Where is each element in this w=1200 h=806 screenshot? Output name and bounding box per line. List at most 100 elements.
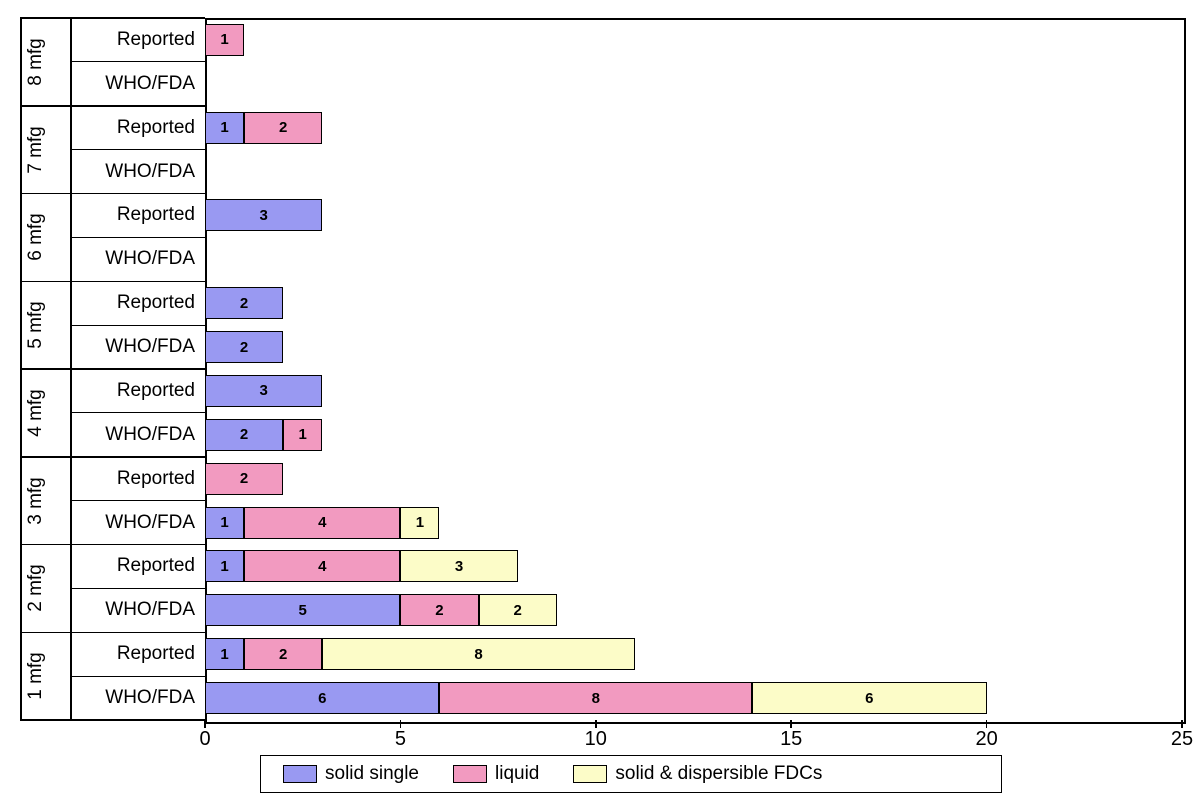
group-separator xyxy=(20,193,205,195)
row-label: WHO/FDA xyxy=(105,599,195,621)
bar-segment: 2 xyxy=(205,287,283,319)
row-separator xyxy=(72,61,205,62)
legend-label: liquid xyxy=(495,763,539,785)
bar-segment: 6 xyxy=(752,682,986,714)
label-area-left-border xyxy=(20,18,22,720)
x-tick-label: 25 xyxy=(1171,728,1193,751)
group-label: 4 mfg xyxy=(25,383,47,443)
legend-label: solid single xyxy=(325,763,419,785)
bar-value-label: 2 xyxy=(240,470,248,487)
row-label: Reported xyxy=(117,117,195,139)
bar-segment: 4 xyxy=(244,550,400,582)
row-label: Reported xyxy=(117,380,195,402)
bar-segment: 1 xyxy=(205,638,244,670)
bar-segment: 2 xyxy=(205,463,283,495)
row-label: Reported xyxy=(117,292,195,314)
bar-value-label: 1 xyxy=(416,514,424,531)
x-tick-label: 15 xyxy=(780,728,802,751)
bar-segment: 2 xyxy=(244,112,322,144)
group-vline xyxy=(70,632,72,720)
bar-segment: 1 xyxy=(400,507,439,539)
group-separator xyxy=(20,281,205,283)
bar-value-label: 6 xyxy=(318,690,326,707)
group-label: 7 mfg xyxy=(25,120,47,180)
row-label: WHO/FDA xyxy=(105,512,195,534)
x-tick xyxy=(595,720,597,728)
row-label: Reported xyxy=(117,204,195,226)
bar-segment: 3 xyxy=(400,550,517,582)
bar-segment: 4 xyxy=(244,507,400,539)
row-separator xyxy=(72,237,205,238)
row-label: Reported xyxy=(117,29,195,51)
chart-container: 05101520258 mfg7 mfg6 mfg5 mfg4 mfg3 mfg… xyxy=(0,0,1200,806)
bar-segment: 2 xyxy=(400,594,478,626)
row-separator xyxy=(72,149,205,150)
group-separator xyxy=(20,17,205,19)
bar-segment: 2 xyxy=(205,331,283,363)
bar-value-label: 1 xyxy=(220,31,228,48)
group-separator xyxy=(20,544,205,546)
bar-value-label: 3 xyxy=(455,558,463,575)
row-separator xyxy=(72,676,205,677)
group-vline xyxy=(70,18,72,106)
bar-value-label: 4 xyxy=(318,558,326,575)
group-label: 1 mfg xyxy=(25,646,47,706)
bar-segment: 1 xyxy=(205,24,244,56)
legend-swatch xyxy=(453,765,487,783)
row-separator xyxy=(72,500,205,501)
group-vline xyxy=(70,281,72,369)
bar-value-label: 1 xyxy=(220,558,228,575)
bar-segment: 1 xyxy=(283,419,322,451)
row-label: Reported xyxy=(117,468,195,490)
bar-segment: 1 xyxy=(205,507,244,539)
x-tick-label: 10 xyxy=(585,728,607,751)
group-vline xyxy=(70,106,72,194)
bar-value-label: 1 xyxy=(220,119,228,136)
bar-segment: 8 xyxy=(439,682,752,714)
legend-label: solid & dispersible FDCs xyxy=(615,763,822,785)
row-label: WHO/FDA xyxy=(105,687,195,709)
x-tick xyxy=(986,720,988,728)
group-vline xyxy=(70,545,72,633)
bar-segment: 3 xyxy=(205,199,322,231)
row-label: WHO/FDA xyxy=(105,73,195,95)
bar-value-label: 8 xyxy=(474,646,482,663)
bar-value-label: 4 xyxy=(318,514,326,531)
bar-value-label: 8 xyxy=(592,690,600,707)
bar-value-label: 6 xyxy=(865,690,873,707)
bar-segment: 2 xyxy=(205,419,283,451)
group-label: 6 mfg xyxy=(25,207,47,267)
bar-value-label: 2 xyxy=(240,339,248,356)
x-tick xyxy=(1181,720,1183,728)
x-tick xyxy=(400,720,402,728)
group-vline xyxy=(70,194,72,282)
row-label: WHO/FDA xyxy=(105,424,195,446)
bar-segment: 8 xyxy=(322,638,635,670)
x-tick-label: 20 xyxy=(975,728,997,751)
group-label: 2 mfg xyxy=(25,558,47,618)
bar-segment: 2 xyxy=(244,638,322,670)
row-separator xyxy=(72,588,205,589)
group-separator xyxy=(20,456,205,458)
group-separator xyxy=(20,632,205,634)
bar-segment: 1 xyxy=(205,112,244,144)
row-label: WHO/FDA xyxy=(105,248,195,270)
bar-value-label: 3 xyxy=(259,207,267,224)
group-vline xyxy=(70,457,72,545)
x-tick xyxy=(790,720,792,728)
bar-segment: 5 xyxy=(205,594,400,626)
row-label: WHO/FDA xyxy=(105,336,195,358)
bar-segment: 3 xyxy=(205,375,322,407)
bar-value-label: 1 xyxy=(299,426,307,443)
group-label: 3 mfg xyxy=(25,471,47,531)
row-label: Reported xyxy=(117,643,195,665)
bar-segment: 1 xyxy=(205,550,244,582)
bar-value-label: 2 xyxy=(240,426,248,443)
legend-swatch xyxy=(283,765,317,783)
bar-value-label: 5 xyxy=(299,602,307,619)
row-label: WHO/FDA xyxy=(105,161,195,183)
legend: solid single liquid solid & dispersible FD… xyxy=(260,755,1002,793)
bar-value-label: 3 xyxy=(259,382,267,399)
group-label: 5 mfg xyxy=(25,295,47,355)
group-vline xyxy=(70,369,72,457)
